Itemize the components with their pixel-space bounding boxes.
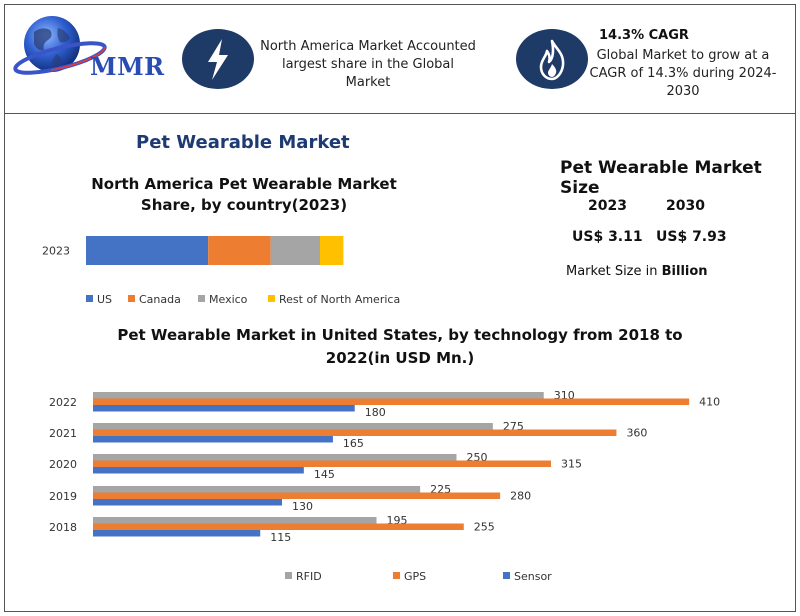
market-size-note-prefix: Market Size in: [566, 264, 662, 279]
share-legend-swatch-canada: [128, 295, 135, 302]
cagr-description: Global Market to grow at a CAGR of 14.3%…: [589, 48, 777, 99]
outer-frame: [4, 4, 796, 612]
cagr-heading: 14.3% CAGR: [599, 28, 689, 43]
flame-icon: [539, 39, 565, 81]
north-america-highlight: North America Market Accounted largest s…: [260, 39, 476, 90]
share-legend-swatch-rest-of-north-america: [268, 295, 275, 302]
share-legend-label-mexico: Mexico: [209, 293, 248, 306]
share-chart-title: North America Pet Wearable Market Share,…: [91, 175, 397, 214]
share-legend-label-us: US: [97, 293, 112, 306]
market-size-note-unit: Billion: [661, 264, 708, 279]
flame-badge: [516, 29, 588, 89]
market-size-note: Market Size in Billion: [566, 264, 708, 279]
share-segment-rest-of-north-america: [320, 236, 344, 265]
mmr-logo: MMR: [12, 10, 165, 90]
share-category-label: 2023: [42, 245, 70, 258]
globe-icon: [13, 16, 107, 75]
share-legend-swatch-mexico: [198, 295, 205, 302]
lightning-bolt-icon: [208, 39, 228, 80]
logo-text: MMR: [90, 52, 165, 81]
market-size-value-2030: US$ 7.93: [656, 229, 727, 245]
market-size-title: Pet Wearable Market Size: [560, 158, 762, 198]
share-segment-mexico: [270, 236, 320, 265]
technology-chart-title: Pet Wearable Market in United States, by…: [117, 326, 683, 367]
share-legend-label-canada: Canada: [139, 293, 181, 306]
lightning-badge: [182, 29, 254, 89]
share-segment-us: [86, 236, 209, 265]
share-legend-label-rest-of-north-america: Rest of North America: [279, 293, 400, 306]
page-title: Pet Wearable Market: [136, 132, 350, 153]
market-size-year-2030: 2030: [666, 198, 705, 214]
market-size-year-2023: 2023: [588, 198, 627, 214]
market-size-value-2023: US$ 3.11: [572, 229, 643, 245]
header-divider: [4, 113, 796, 114]
share-segment-canada: [208, 236, 271, 265]
share-legend-swatch-us: [86, 295, 93, 302]
